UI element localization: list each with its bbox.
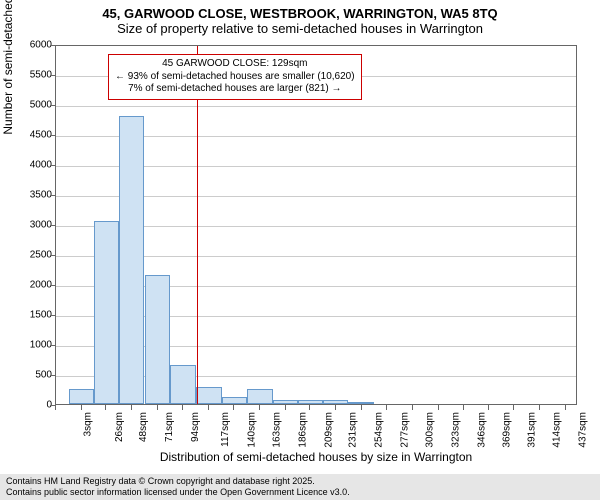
x-tick-mark bbox=[131, 405, 132, 410]
y-tick-mark bbox=[50, 375, 55, 376]
x-tick-mark bbox=[157, 405, 158, 410]
annotation-line: 45 GARWOOD CLOSE: 129sqm bbox=[115, 58, 355, 71]
x-tick-label: 26sqm bbox=[114, 412, 125, 442]
histogram-bar bbox=[298, 400, 323, 404]
x-tick-label: 163sqm bbox=[272, 412, 283, 448]
histogram-bar bbox=[196, 387, 222, 404]
chart-title-sub: Size of property relative to semi-detach… bbox=[0, 21, 600, 38]
x-tick-label: 209sqm bbox=[323, 412, 334, 448]
y-tick-label: 3000 bbox=[12, 220, 52, 231]
x-tick-mark bbox=[386, 405, 387, 410]
x-tick-label: 414sqm bbox=[552, 412, 563, 448]
histogram-bar bbox=[94, 221, 119, 404]
histogram-bar bbox=[170, 365, 196, 404]
y-tick-label: 0 bbox=[12, 400, 52, 411]
x-tick-mark bbox=[182, 405, 183, 410]
grid-line bbox=[56, 106, 576, 107]
x-tick-mark bbox=[81, 405, 82, 410]
y-tick-mark bbox=[50, 75, 55, 76]
x-tick-mark bbox=[105, 405, 106, 410]
y-tick-label: 2500 bbox=[12, 250, 52, 261]
chart-container: 45, GARWOOD CLOSE, WESTBROOK, WARRINGTON… bbox=[0, 0, 600, 500]
histogram-bar bbox=[222, 397, 248, 404]
x-tick-label: 323sqm bbox=[451, 412, 462, 448]
annotation-box: 45 GARWOOD CLOSE: 129sqm← 93% of semi-de… bbox=[108, 54, 362, 100]
y-tick-label: 3500 bbox=[12, 190, 52, 201]
x-tick-mark bbox=[488, 405, 489, 410]
annotation-line: ← 93% of semi-detached houses are smalle… bbox=[115, 71, 355, 84]
y-tick-mark bbox=[50, 255, 55, 256]
y-tick-label: 4500 bbox=[12, 130, 52, 141]
y-tick-mark bbox=[50, 105, 55, 106]
histogram-bar bbox=[247, 389, 273, 404]
x-tick-label: 117sqm bbox=[220, 412, 231, 447]
x-tick-label: 140sqm bbox=[246, 412, 257, 448]
x-tick-label: 3sqm bbox=[82, 412, 93, 436]
histogram-bar bbox=[273, 400, 298, 404]
x-tick-label: 71sqm bbox=[164, 412, 175, 442]
x-tick-mark bbox=[539, 405, 540, 410]
plot-area: 45 GARWOOD CLOSE: 129sqm← 93% of semi-de… bbox=[55, 45, 577, 405]
y-tick-mark bbox=[50, 225, 55, 226]
x-tick-mark bbox=[233, 405, 234, 410]
y-axis-label: Number of semi-detached properties bbox=[1, 0, 15, 135]
y-tick-label: 4000 bbox=[12, 160, 52, 171]
x-axis-label: Distribution of semi-detached houses by … bbox=[55, 450, 577, 464]
y-tick-mark bbox=[50, 165, 55, 166]
y-tick-mark bbox=[50, 285, 55, 286]
y-tick-mark bbox=[50, 135, 55, 136]
y-tick-label: 1500 bbox=[12, 310, 52, 321]
x-tick-mark bbox=[335, 405, 336, 410]
y-tick-mark bbox=[50, 315, 55, 316]
marker-line bbox=[197, 46, 198, 404]
y-tick-label: 500 bbox=[12, 370, 52, 381]
x-tick-label: 346sqm bbox=[476, 412, 487, 448]
x-tick-mark bbox=[438, 405, 439, 410]
x-tick-mark bbox=[259, 405, 260, 410]
x-tick-label: 391sqm bbox=[526, 412, 537, 448]
histogram-bar bbox=[119, 116, 144, 404]
x-tick-label: 94sqm bbox=[190, 412, 201, 442]
x-tick-label: 231sqm bbox=[348, 412, 359, 448]
x-tick-label: 186sqm bbox=[298, 412, 309, 448]
x-tick-mark bbox=[309, 405, 310, 410]
x-tick-label: 254sqm bbox=[374, 412, 385, 448]
x-tick-label: 437sqm bbox=[578, 412, 589, 448]
x-tick-mark bbox=[463, 405, 464, 410]
x-tick-mark bbox=[513, 405, 514, 410]
x-tick-label: 277sqm bbox=[399, 412, 410, 448]
footer-line-1: Contains HM Land Registry data © Crown c… bbox=[6, 476, 594, 487]
y-tick-mark bbox=[50, 195, 55, 196]
y-tick-label: 1000 bbox=[12, 340, 52, 351]
x-tick-label: 369sqm bbox=[502, 412, 513, 448]
annotation-line: 7% of semi-detached houses are larger (8… bbox=[115, 83, 355, 96]
x-tick-label: 48sqm bbox=[138, 412, 149, 442]
histogram-bar bbox=[69, 389, 94, 404]
footer-attribution: Contains HM Land Registry data © Crown c… bbox=[0, 474, 600, 500]
chart-title-main: 45, GARWOOD CLOSE, WESTBROOK, WARRINGTON… bbox=[0, 0, 600, 21]
y-tick-label: 2000 bbox=[12, 280, 52, 291]
histogram-bar bbox=[348, 402, 374, 404]
y-tick-mark bbox=[50, 45, 55, 46]
y-tick-mark bbox=[50, 345, 55, 346]
x-tick-mark bbox=[55, 405, 56, 410]
x-tick-mark bbox=[361, 405, 362, 410]
histogram-bar bbox=[145, 275, 171, 404]
x-tick-label: 300sqm bbox=[425, 412, 436, 448]
x-tick-mark bbox=[285, 405, 286, 410]
x-tick-mark bbox=[208, 405, 209, 410]
y-tick-label: 6000 bbox=[12, 40, 52, 51]
y-tick-label: 5000 bbox=[12, 100, 52, 111]
histogram-bar bbox=[323, 400, 348, 404]
y-tick-label: 5500 bbox=[12, 70, 52, 81]
x-tick-mark bbox=[412, 405, 413, 410]
footer-line-2: Contains public sector information licen… bbox=[6, 487, 594, 498]
x-tick-mark bbox=[565, 405, 566, 410]
